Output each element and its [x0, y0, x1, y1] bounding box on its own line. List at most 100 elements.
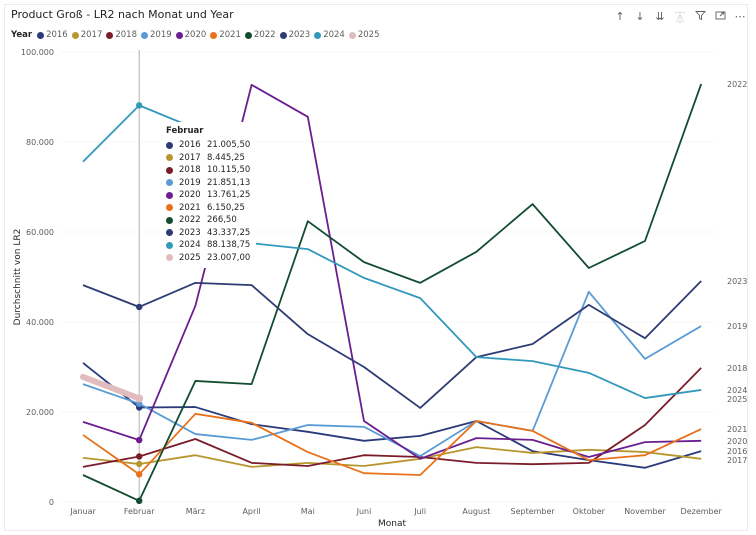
x-tick-label: Oktober [573, 507, 606, 516]
end-label-2024: 2024 [727, 386, 747, 395]
x-tick-label: November [624, 507, 666, 516]
tooltip-value: 10.115,50 [207, 165, 251, 176]
end-label-2023: 2023 [727, 277, 747, 286]
series-line-2025[interactable] [80, 373, 143, 402]
tooltip-row: 2024 88.138,75 [166, 239, 250, 252]
legend-marker [348, 31, 356, 39]
series-line-2019[interactable] [82, 290, 702, 458]
tooltip-marker [166, 154, 173, 162]
series-line-2023[interactable] [82, 280, 702, 409]
legend-label: 2021 [219, 30, 241, 40]
legend-marker [314, 31, 322, 39]
series-line-2022[interactable] [82, 83, 703, 502]
series-line-2016[interactable] [82, 362, 702, 469]
legend-label: 2017 [80, 30, 103, 40]
tooltip-row: 2022 266,50 [166, 214, 250, 227]
tooltip-year: 2023 [179, 227, 201, 238]
y-tick-label: 40.000 [26, 318, 54, 327]
series-2020[interactable] [82, 83, 702, 460]
more-options-icon[interactable]: ⋯ [734, 10, 746, 23]
legend-marker [210, 31, 218, 39]
x-tick-label: Juli [413, 507, 426, 516]
legend-item-2021[interactable]: 2021 [210, 30, 241, 40]
legend-item-2016[interactable]: 2016 [37, 30, 68, 40]
tooltip-value: 23.007,00 [207, 252, 251, 263]
legend-marker [106, 31, 114, 39]
tooltip-row: 2021 6.150,25 [166, 202, 250, 215]
hover-point-2021[interactable] [136, 471, 143, 478]
series-line-2020[interactable] [82, 83, 702, 460]
tooltip-marker [166, 166, 173, 174]
tooltip-year: 2022 [179, 215, 201, 226]
tooltip-row: 2018 10.115,50 [166, 164, 250, 177]
tooltip-value: 13.761,25 [207, 190, 251, 201]
series-2021[interactable] [82, 412, 702, 478]
legend-label: 2025 [357, 30, 380, 40]
end-label-2016: 2016 [727, 447, 747, 456]
filter-icon[interactable] [694, 10, 706, 26]
legend-item-2025[interactable]: 2025 [348, 30, 380, 40]
legend-title: Year [11, 30, 33, 40]
series-2023[interactable] [82, 280, 702, 409]
sort-descending-icon[interactable]: ↓ [635, 10, 645, 23]
legend-marker [141, 31, 148, 39]
hover-point-2023[interactable] [136, 303, 143, 311]
hover-point-2024[interactable] [136, 102, 143, 109]
legend-item-2020[interactable]: 2020 [175, 30, 206, 40]
drill-hierarchy-icon[interactable]: ⏄ [674, 12, 686, 25]
tooltip-marker [166, 241, 173, 249]
tooltip-year: 2024 [179, 240, 201, 251]
tooltip-value: 21.005,50 [207, 140, 251, 151]
y-tick-label: 0 [49, 498, 54, 507]
tooltip-marker [166, 229, 173, 237]
legend-marker [175, 31, 183, 39]
series-line-2018[interactable] [82, 367, 702, 468]
y-tick-label: 80.000 [26, 138, 54, 147]
end-label-2020: 2020 [727, 437, 747, 446]
tooltip: Februar 2016 21.005,50 2017 8.445,25 2018 10.… [160, 122, 257, 268]
legend-item-2019[interactable]: 2019 [141, 30, 172, 40]
tooltip-marker [166, 254, 173, 262]
x-tick-label: August [462, 507, 490, 516]
tooltip-row: 2016 21.005,50 [166, 139, 250, 152]
tooltip-row: 2020 13.761,25 [166, 189, 250, 202]
tooltip-year: 2025 [179, 252, 201, 263]
end-label-2022: 2022 [727, 80, 747, 89]
y-tick-label: 60.000 [26, 228, 54, 237]
hover-point-2020[interactable] [136, 436, 143, 444]
legend-item-2023[interactable]: 2023 [279, 30, 311, 40]
tooltip-value: 88.138,75 [207, 240, 251, 251]
legend-item-2018[interactable]: 2018 [106, 30, 137, 40]
focus-mode-icon[interactable] [714, 10, 726, 26]
legend-label: 2024 [323, 30, 345, 40]
series-line-2021[interactable] [82, 412, 702, 476]
legend-item-2022[interactable]: 2022 [244, 30, 276, 40]
series-2025[interactable] [80, 373, 144, 403]
visual-toolbar: ↑ ↓ ⇊ ⏄ ⋯ [614, 10, 746, 26]
legend-item-2024[interactable]: 2024 [314, 30, 345, 40]
legend-label: 2023 [288, 30, 311, 40]
tooltip-marker [166, 204, 173, 212]
series-2018[interactable] [82, 367, 702, 468]
tooltip-row: 2017 8.445,25 [166, 152, 250, 165]
tooltip-year: 2017 [179, 152, 201, 163]
series-2022[interactable] [82, 83, 703, 505]
x-tick-label: Januar [69, 507, 96, 516]
series-line-2017[interactable] [82, 446, 702, 468]
legend-item-2017[interactable]: 2017 [71, 30, 103, 40]
tooltip-year: 2019 [179, 177, 201, 188]
hover-point-2018[interactable] [136, 453, 143, 460]
hover-point-2025[interactable] [135, 394, 144, 403]
tooltip-value: 21.851,13 [207, 177, 251, 188]
expand-all-down-icon[interactable]: ⇊ [655, 10, 665, 23]
x-tick-label: Februar [124, 507, 155, 516]
series-2017[interactable] [82, 446, 702, 468]
legend-label: 2022 [253, 30, 276, 40]
tooltip-marker [166, 191, 173, 199]
hover-point-2022[interactable] [136, 497, 143, 505]
sort-ascending-icon[interactable]: ↑ [615, 10, 625, 23]
hover-point-2017[interactable] [136, 460, 143, 468]
tooltip-row: 2025 23.007,00 [166, 252, 250, 265]
legend-label: 2019 [150, 30, 172, 40]
